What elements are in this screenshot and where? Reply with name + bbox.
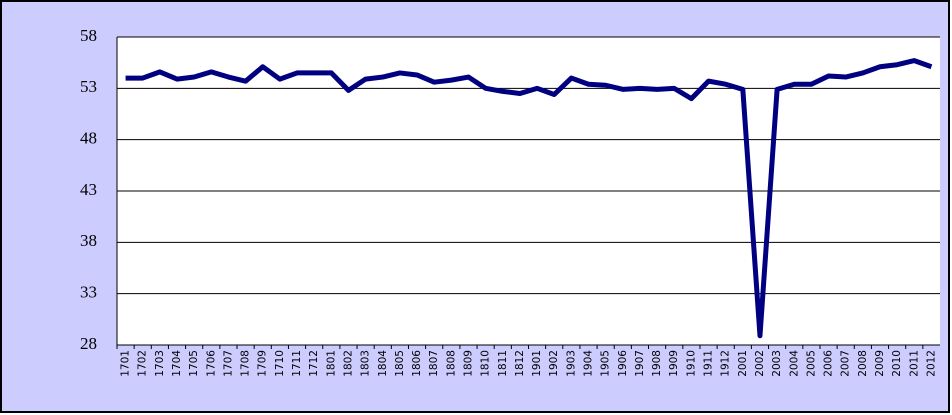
y-tick-label: 43	[80, 180, 97, 199]
y-tick-label: 38	[80, 231, 97, 250]
x-tick-label: 1709	[257, 350, 269, 377]
x-tick-label: 1901	[531, 350, 543, 377]
x-tick-label: 1809	[462, 350, 474, 377]
x-tick-label: 2008	[857, 350, 869, 377]
x-tick-label: 1805	[394, 350, 406, 377]
x-tick-label: 1908	[651, 350, 663, 377]
x-tick-label: 1710	[274, 350, 286, 377]
x-tick-label: 1708	[240, 350, 252, 377]
x-tick-label: 1701	[120, 350, 132, 377]
x-tick-label: 1803	[360, 350, 372, 377]
x-tick-label: 2007	[840, 350, 852, 377]
y-tick-label: 48	[80, 129, 97, 148]
x-tick-label: 1706	[205, 350, 217, 377]
x-tick-label: 1807	[428, 350, 440, 377]
x-tick-label: 1909	[668, 350, 680, 377]
x-tick-label: 1812	[514, 350, 526, 377]
x-tick-label: 2006	[823, 350, 835, 377]
x-tick-label: 1711	[291, 350, 303, 377]
y-tick-label: 53	[80, 77, 97, 96]
x-tick-label: 1712	[308, 350, 320, 377]
x-tick-label: 1905	[600, 350, 612, 377]
x-tick-label: 1804	[377, 350, 389, 377]
data-line	[125, 58, 933, 339]
x-tick-label: 1702	[137, 350, 149, 377]
x-tick-label: 1704	[171, 350, 183, 377]
x-tick-label: 1801	[325, 350, 337, 377]
x-tick-label: 2012	[925, 350, 937, 377]
y-tick-label: 28	[80, 334, 97, 353]
x-tick-label: 1707	[222, 350, 234, 377]
x-tick-label: 1902	[548, 350, 560, 377]
x-tick-label: 1802	[342, 350, 354, 377]
x-tick-label: 1907	[634, 350, 646, 377]
x-tick-label: 2011	[908, 350, 920, 377]
y-tick-label: 33	[80, 283, 97, 302]
x-tick-label: 1910	[685, 350, 697, 377]
x-tick-label: 1911	[703, 350, 715, 377]
x-tick-label: 1810	[480, 350, 492, 377]
x-tick-label: 1903	[565, 350, 577, 377]
x-tick-label: 1703	[154, 350, 166, 377]
x-tick-label: 1705	[188, 350, 200, 377]
x-tick-label: 1808	[445, 350, 457, 377]
x-tick-label: 1906	[617, 350, 629, 377]
x-tick-label: 2004	[788, 350, 800, 377]
x-tick-label: 2009	[874, 350, 886, 377]
x-tick-label: 2001	[737, 350, 749, 377]
y-tick-label: 58	[80, 26, 97, 45]
x-tick-label: 1912	[720, 350, 732, 377]
x-tick-label: 2003	[771, 350, 783, 377]
x-tick-label: 1904	[583, 350, 595, 377]
x-tick-label: 1806	[411, 350, 423, 377]
x-tick-label: 2010	[891, 350, 903, 377]
x-tick-label: 2005	[805, 350, 817, 377]
x-tick-label: 1811	[497, 350, 509, 377]
x-tick-label: 2002	[754, 350, 766, 377]
